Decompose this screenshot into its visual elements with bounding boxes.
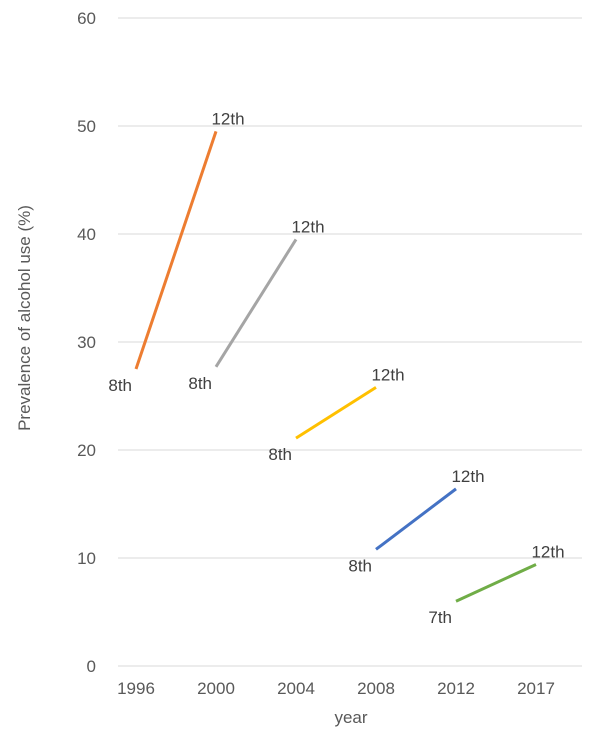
gridlines [118,17,582,667]
x-tick-label: 1996 [117,679,155,698]
y-tick-label: 40 [77,225,96,244]
series-line [455,563,537,603]
series-line [214,238,298,368]
series-line [375,487,457,551]
series-lines [134,130,537,603]
series-line [295,386,377,440]
end-label: 12th [291,217,324,236]
x-axis-ticks: 1996 2000 2004 2008 2012 2017 [117,679,555,698]
y-tick-label: 0 [87,657,96,676]
start-label: 8th [188,374,212,393]
y-tick-label: 50 [77,117,96,136]
end-label: 12th [451,467,484,486]
y-tick-label: 60 [77,9,96,28]
y-axis-title: Prevalence of alcohol use (%) [15,205,34,431]
x-tick-label: 2008 [357,679,395,698]
end-label: 12th [371,365,404,384]
start-label: 8th [348,556,372,575]
x-axis-title: year [334,708,367,727]
y-tick-label: 20 [77,441,96,460]
y-tick-label: 30 [77,333,96,352]
y-tick-label: 10 [77,549,96,568]
series-labels: 8th 12th 8th 12th 8th 12th 8th 12th 7th 12th [108,109,564,627]
start-label: 8th [108,376,132,395]
x-tick-label: 2012 [437,679,475,698]
end-label: 12th [531,542,564,561]
start-label: 7th [428,608,452,627]
end-label: 12th [211,109,244,128]
y-axis-ticks: 0 10 20 30 40 50 60 [77,9,96,676]
series-line [134,130,218,370]
x-tick-label: 2004 [277,679,315,698]
x-tick-label: 2000 [197,679,235,698]
x-tick-label: 2017 [517,679,555,698]
start-label: 8th [268,445,292,464]
